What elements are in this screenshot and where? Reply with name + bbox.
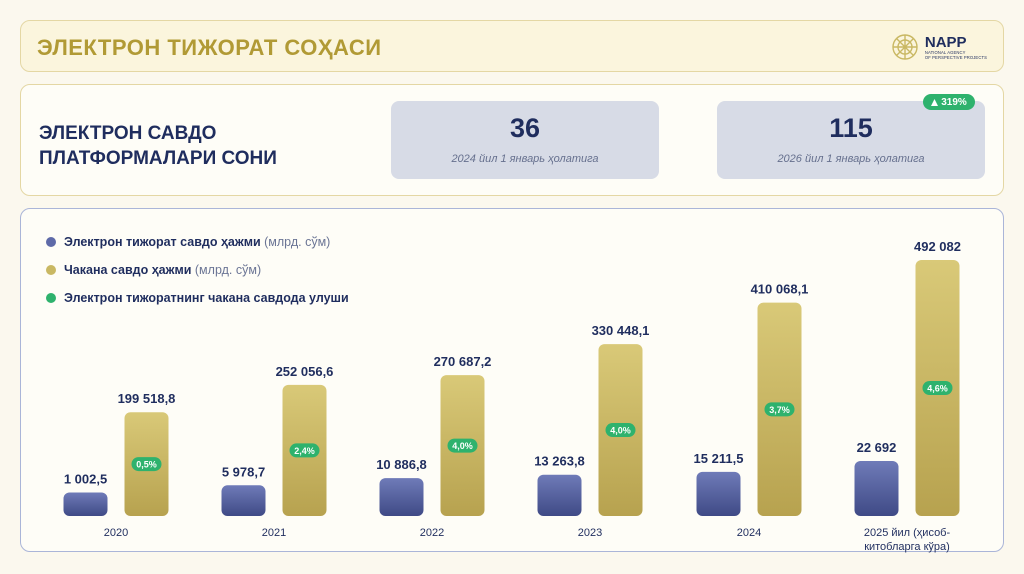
chart-legend: Электрон тижорат савдо ҳажми (млрд. сўм)… [46,235,349,319]
share-pill [922,381,953,395]
data-label-retail: 492 082 [914,239,961,254]
data-label-retail: 270 687,2 [434,354,492,369]
chart-panel [20,208,1004,552]
legend-dot-ecommerce [46,236,56,247]
stat-card-2026: 115 2026 йил 1 январь ҳолатига [717,101,985,179]
platforms-panel: ЭЛЕКТРОН САВДО ПЛАТФОРМАЛАРИ СОНИ 36 202… [20,84,1004,196]
stat-value-2026: 115 [829,113,873,143]
stat-value-2024: 36 [509,113,541,143]
data-label-ecommerce: 13 263,8 [534,454,585,469]
category-label: 2024 [737,527,761,539]
legend-unit-ecommerce: (млрд. сўм) [264,234,331,249]
growth-badge: 319% [923,94,975,110]
share-pill [605,423,636,438]
bar-ecommerce [854,461,899,516]
share-pill [289,443,320,458]
napp-emblem-icon [892,34,918,60]
share-pill [447,438,478,453]
growth-value: 319% [941,96,967,108]
logo-name: NAPP [924,33,967,51]
triangle-up-icon [931,98,939,106]
share-label: 0,5% [136,460,157,470]
stat-card-2024: 36 2024 йил 1 январь ҳолатига [391,101,659,179]
data-label-retail: 410 068,1 [751,282,809,297]
legend-item-ecommerce: Электрон тижорат савдо ҳажми (млрд. сўм) [46,234,349,249]
bar-ecommerce [379,478,424,516]
legend-item-retail: Чакана савдо ҳажми (млрд. сўм) [46,262,349,277]
share-pill [764,402,795,417]
stat-caption-2026: 2026 йил 1 январь ҳолатига [777,153,925,165]
data-label-retail: 330 448,1 [592,323,650,338]
share-label: 4,0% [610,426,631,436]
category-label: 2023 [578,527,602,539]
legend-dot-retail [46,264,56,275]
category-label: 2021 [262,527,286,539]
category-label: 2025 йил (ҳисоб- [864,527,951,539]
share-label: 2,4% [294,446,315,456]
data-label-ecommerce: 15 211,5 [694,451,744,466]
data-label-ecommerce: 5 978,7 [222,464,265,479]
legend-label-ecommerce: Электрон тижорат савдо ҳажми [64,234,261,249]
logo-subtitle-line-1: NATIONAL AGENCY [924,49,966,55]
data-label-ecommerce: 10 886,8 [376,457,427,472]
legend-item-share: Электрон тижоратнинг чакана савдода улуш… [46,290,349,305]
header-bar: ЭЛЕКТРОН ТИЖОРАТ СОҲАСИ NAPP NATIONAL AG… [20,20,1004,72]
category-label: китобларга кўра) [864,541,950,553]
share-label: 4,6% [927,384,948,394]
data-label-retail: 252 056,6 [276,364,334,379]
share-pill [131,457,162,472]
bar-ecommerce [696,471,741,516]
data-label-ecommerce: 22 692 [857,440,897,455]
legend-dot-share [46,292,56,303]
page-title: ЭЛЕКТРОН ТИЖОРАТ СОҲАСИ [37,35,382,60]
stat-caption-2024: 2024 йил 1 январь ҳолатига [451,153,599,165]
category-label: 2020 [104,527,128,539]
share-label: 3,7% [769,405,790,415]
bar-ecommerce [63,492,108,516]
legend-unit-retail: (млрд. сўм) [194,262,262,277]
logo-subtitle-line-2: OF PERSPECTIVE PROJECTS [924,54,987,60]
legend-label-share: Электрон тижоратнинг чакана савдода улуш… [64,290,349,305]
legend-label-retail: Чакана савдо ҳажми [64,262,192,277]
napp-logo: NAPP NATIONAL AGENCY OF PERSPECTIVE PROJ… [890,30,987,64]
bar-ecommerce [537,474,582,516]
share-label: 4,0% [452,441,473,451]
platforms-title: ЭЛЕКТРОН САВДО ПЛАТФОРМАЛАРИ СОНИ [39,123,277,169]
category-label: 2022 [420,527,444,539]
bar-ecommerce [221,485,266,516]
data-label-retail: 199 518,8 [118,391,176,406]
data-label-ecommerce: 1 002,5 [64,472,107,487]
